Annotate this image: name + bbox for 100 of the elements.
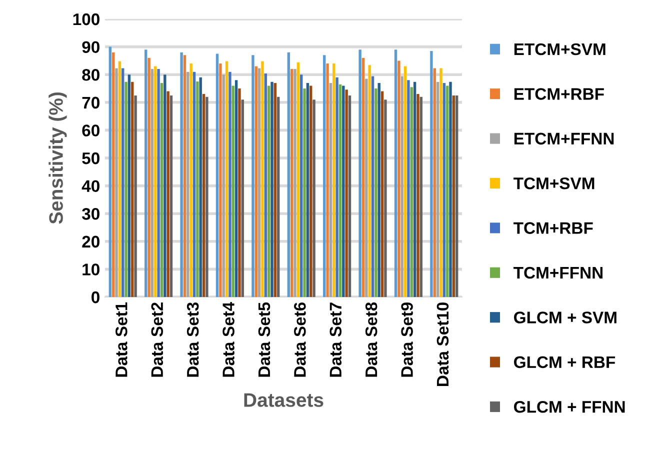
bar bbox=[310, 86, 312, 297]
x-tick-label: Data Set5 bbox=[258, 302, 270, 377]
bar bbox=[362, 58, 365, 297]
bar bbox=[436, 82, 440, 297]
bar bbox=[276, 96, 280, 297]
bar bbox=[442, 82, 446, 297]
y-tick-label: 30 bbox=[82, 208, 100, 220]
x-tick-label: Data Set7 bbox=[330, 302, 342, 377]
bar bbox=[131, 82, 134, 297]
y-tick-label: 0 bbox=[92, 291, 100, 304]
bar bbox=[404, 66, 407, 297]
bar bbox=[118, 61, 122, 297]
bar bbox=[374, 88, 378, 297]
bar bbox=[336, 77, 338, 297]
bar bbox=[183, 55, 186, 297]
bar bbox=[252, 55, 254, 297]
x-tick-label: Data Set8 bbox=[365, 302, 378, 377]
x-tick-label: Data Set4 bbox=[222, 302, 234, 377]
bar bbox=[446, 86, 449, 297]
bar bbox=[148, 58, 150, 297]
bar bbox=[300, 74, 303, 297]
x-tick-label: Data Set6 bbox=[294, 302, 306, 377]
legend-label: ETCM+FFNN bbox=[514, 132, 614, 145]
bar bbox=[398, 60, 400, 297]
bar bbox=[270, 82, 274, 297]
bar bbox=[232, 86, 234, 297]
bar bbox=[264, 73, 267, 297]
bar bbox=[170, 95, 173, 297]
bar bbox=[180, 52, 183, 297]
legend-label: ETCM+SVM bbox=[514, 43, 606, 56]
bar bbox=[216, 54, 219, 297]
x-tick-label: Data Set9 bbox=[401, 302, 413, 377]
bar bbox=[115, 68, 118, 297]
bar bbox=[219, 63, 222, 297]
bar bbox=[190, 63, 192, 297]
y-tick-label: 20 bbox=[82, 236, 100, 248]
bar bbox=[420, 96, 422, 297]
bar bbox=[449, 82, 452, 297]
bar bbox=[371, 76, 374, 297]
bar bbox=[400, 76, 404, 297]
bar bbox=[154, 66, 157, 297]
bar bbox=[274, 82, 277, 297]
x-tick-label: Data Set3 bbox=[186, 302, 199, 377]
bar bbox=[303, 88, 306, 297]
bar bbox=[164, 74, 166, 297]
bar bbox=[258, 68, 261, 297]
x-axis-title: Datasets bbox=[244, 393, 324, 407]
bar bbox=[407, 80, 410, 297]
bar bbox=[112, 52, 115, 297]
bar bbox=[122, 68, 124, 297]
bar bbox=[332, 63, 336, 297]
bar bbox=[413, 82, 416, 297]
bar bbox=[348, 95, 352, 297]
bar bbox=[234, 80, 238, 297]
bar bbox=[186, 72, 190, 297]
bar bbox=[134, 95, 137, 297]
y-tick-label: 90 bbox=[82, 41, 100, 54]
bar bbox=[238, 88, 241, 297]
bar bbox=[124, 82, 128, 297]
legend-label: TCM+SVM bbox=[514, 177, 594, 190]
bar bbox=[306, 82, 310, 297]
bar bbox=[358, 50, 362, 297]
y-tick-label: 40 bbox=[82, 180, 100, 192]
bar bbox=[196, 82, 199, 297]
legend-label: TCM+FFNN bbox=[514, 266, 602, 279]
bar bbox=[225, 61, 228, 297]
bar bbox=[410, 87, 413, 297]
bar bbox=[323, 55, 326, 297]
bar bbox=[166, 91, 170, 297]
bar bbox=[368, 65, 371, 297]
bar bbox=[261, 61, 264, 297]
bar bbox=[455, 95, 458, 297]
bar bbox=[296, 62, 300, 297]
y-tick-label: 60 bbox=[82, 124, 100, 136]
bar bbox=[254, 66, 258, 297]
bar bbox=[160, 82, 164, 297]
bar bbox=[108, 46, 112, 297]
y-tick-label: 70 bbox=[82, 96, 100, 109]
bar bbox=[228, 72, 232, 297]
bar bbox=[452, 95, 456, 297]
bar bbox=[144, 50, 148, 297]
bar bbox=[294, 69, 296, 297]
y-tick-label: 80 bbox=[82, 69, 100, 81]
bar bbox=[206, 96, 208, 297]
bar bbox=[440, 68, 442, 297]
x-tick-label: Data Set10 bbox=[436, 302, 449, 386]
y-axis-title: Sensitivity (%) bbox=[48, 92, 67, 224]
bar bbox=[394, 50, 398, 297]
bar bbox=[312, 100, 316, 297]
legend-label: ETCM+RBF bbox=[514, 88, 604, 100]
bar bbox=[416, 94, 420, 297]
y-tick-label: 10 bbox=[82, 264, 100, 276]
x-tick-label: Data Set2 bbox=[151, 302, 164, 377]
bar bbox=[329, 82, 332, 297]
bar bbox=[380, 91, 384, 297]
bar bbox=[128, 74, 131, 297]
bar bbox=[202, 94, 206, 297]
bar bbox=[430, 50, 433, 297]
bar bbox=[290, 69, 294, 297]
bar bbox=[192, 72, 196, 297]
